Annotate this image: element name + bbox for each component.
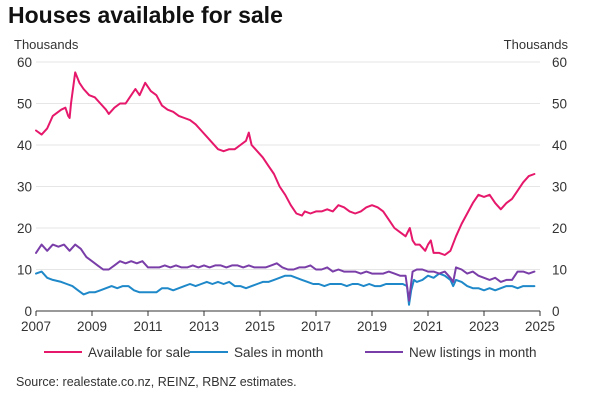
x-tick-label: 2013 xyxy=(189,319,219,334)
y-tick-label-right: 50 xyxy=(552,97,567,112)
y-tick-label-left: 30 xyxy=(17,180,32,195)
right-axis-unit: Thousands xyxy=(504,37,569,52)
y-tick-label-right: 60 xyxy=(552,55,567,70)
y-tick-label-left: 20 xyxy=(17,221,32,236)
left-y-axis: 0 10 20 30 40 50 60 xyxy=(17,55,32,319)
series-line-0 xyxy=(35,71,536,256)
y-tick-label-left: 10 xyxy=(17,263,32,278)
x-tick-label: 2011 xyxy=(133,319,162,334)
y-tick-label-right: 30 xyxy=(552,180,567,195)
y-tick-label-left: 60 xyxy=(17,55,32,70)
y-tick-label-left: 40 xyxy=(17,138,32,153)
gridlines xyxy=(36,61,540,270)
source-note: Source: realestate.co.nz, REINZ, RBNZ es… xyxy=(16,375,297,389)
y-tick-label-right: 40 xyxy=(552,138,567,153)
series-lines xyxy=(35,71,536,306)
x-tick-label: 2025 xyxy=(525,319,555,334)
right-y-axis: 0 10 20 30 40 50 60 xyxy=(552,55,567,319)
legend-label: Available for sale xyxy=(88,345,191,360)
series-line-1 xyxy=(35,270,536,306)
x-tick-label: 2021 xyxy=(413,319,443,334)
left-axis-unit: Thousands xyxy=(14,37,79,52)
y-tick-label-right: 10 xyxy=(552,263,567,278)
y-tick-label-left: 0 xyxy=(24,304,32,319)
chart-title: Houses available for sale xyxy=(8,2,283,28)
legend-label: Sales in month xyxy=(234,345,323,360)
x-axis: 2007 2009 2011 2013 2015 2017 2019 2021 2023 2025 xyxy=(21,311,555,334)
x-tick-label: 2023 xyxy=(469,319,499,334)
x-tick-label: 2015 xyxy=(245,319,275,334)
legend: Available for sale Sales in month New list… xyxy=(44,345,537,360)
legend-label: New listings in month xyxy=(409,345,537,360)
y-tick-label-right: 20 xyxy=(552,221,567,236)
y-tick-label-right: 0 xyxy=(552,304,560,319)
x-tick-label: 2017 xyxy=(301,319,331,334)
y-tick-label-left: 50 xyxy=(17,97,32,112)
series-line-2 xyxy=(35,243,536,302)
x-tick-label: 2019 xyxy=(357,319,387,334)
x-tick-label: 2007 xyxy=(21,319,51,334)
x-tick-label: 2009 xyxy=(77,319,107,334)
